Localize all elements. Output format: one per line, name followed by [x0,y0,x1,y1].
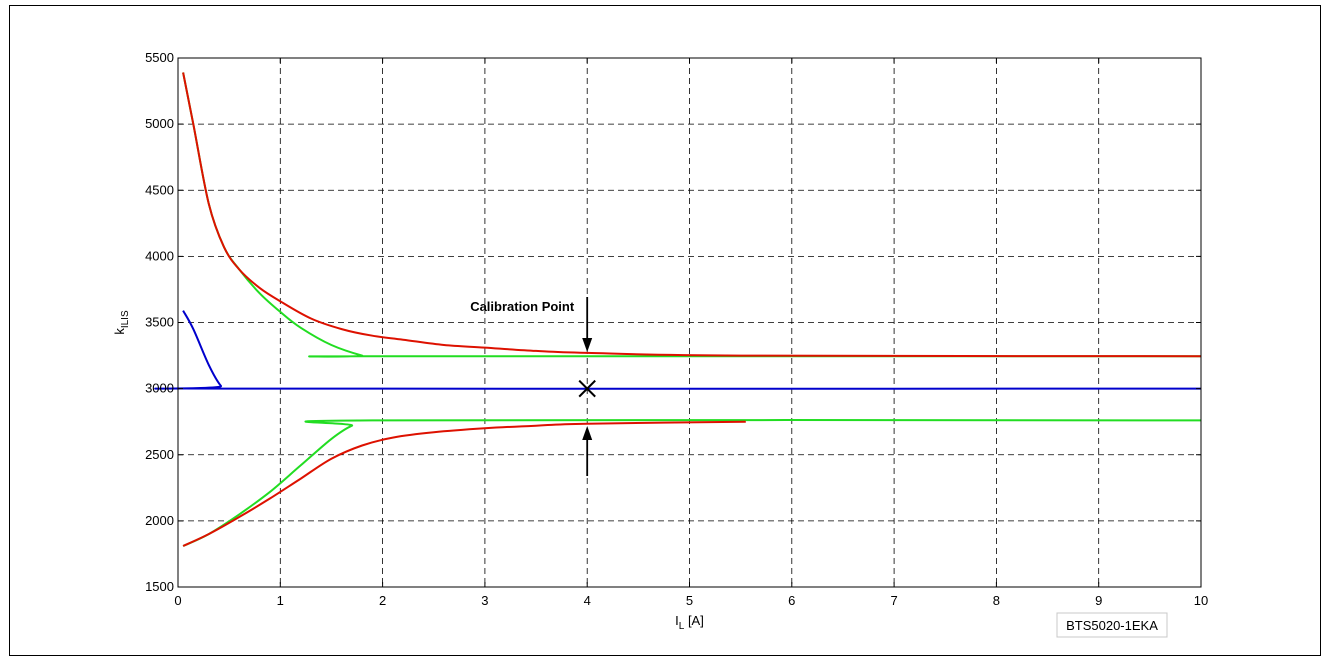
x-tick-label: 3 [481,593,488,608]
x-axis-label-unit: [A] [684,613,704,628]
series-line-blue [154,310,1202,390]
series-line-red [182,420,746,547]
calibration-marker [578,379,596,398]
part-label-box [1056,612,1168,638]
figure-frame [9,5,1321,656]
y-tick-label: 3000 [145,381,174,396]
y-axis-label-sub: ILIS [120,310,131,328]
x-tick-label: 7 [890,593,897,608]
y-tick-label: 4500 [145,182,174,197]
x-tick-label: 2 [379,593,386,608]
y-axis-label: kILIS [112,310,131,335]
y-axis-label-main: k [112,328,127,335]
x-tick-label: 6 [788,593,795,608]
x-tick-label: 5 [686,593,693,608]
y-tick-label: 5500 [145,50,174,65]
x-tick-label: 0 [174,593,181,608]
y-tick-label: 2500 [145,447,174,462]
tick-layer: 0 1 2 3 4 5 6 7 8 9 10 1500 2000 2500 3000 3500 4000 4500… [145,50,1208,608]
series-layer [154,72,1202,547]
series-line-green [182,419,1202,547]
calibration-point-label: Calibration Point [470,299,575,314]
x-tick-label: 8 [993,593,1000,608]
series-line-green [182,72,1202,358]
x-axis-label-main: I [675,613,679,628]
arrow-down-icon [582,338,593,352]
x-axis-label-sub: L [679,621,685,632]
x-axis-label: IL [A] [675,613,704,632]
series-line-red [182,72,1202,358]
x-tick-label: 10 [1194,593,1208,608]
part-number-label: BTS5020-1EKA [1066,618,1158,633]
calibration-annotation: Calibration Point [470,297,596,476]
y-tick-label: 3500 [145,315,174,330]
grid-layer [178,58,1201,587]
y-tick-label: 5000 [145,116,174,131]
x-tick-label: 1 [277,593,284,608]
x-tick-label: 9 [1095,593,1102,608]
x-tick-label: 4 [584,593,591,608]
arrow-up-icon [582,426,593,440]
y-tick-label: 2000 [145,513,174,528]
y-tick-label: 4000 [145,248,174,263]
y-tick-label: 1500 [145,579,174,594]
